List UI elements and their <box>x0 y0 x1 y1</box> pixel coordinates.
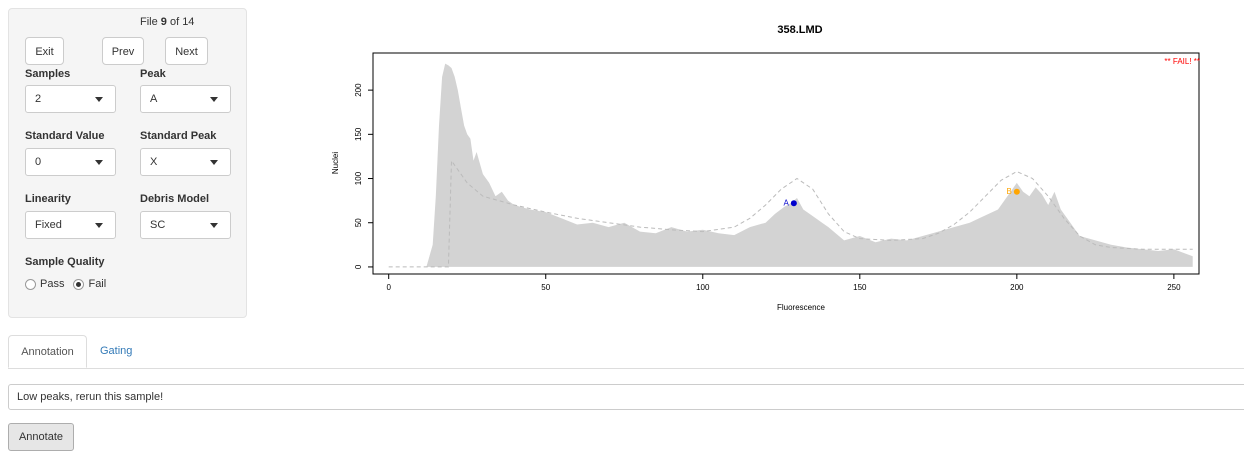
y-tick-label: 200 <box>354 83 363 97</box>
sample-quality-options: Pass Fail <box>25 278 106 290</box>
file-counter-prefix: File <box>140 16 161 28</box>
x-tick-label: 50 <box>541 283 550 292</box>
model-curve <box>388 159 1193 268</box>
plot-frame <box>372 52 1200 275</box>
standard-value-value: 0 <box>35 156 42 168</box>
samples-select[interactable]: 2 <box>25 85 116 113</box>
linearity-select[interactable]: Fixed <box>25 211 116 239</box>
file-counter-suffix: of 14 <box>166 16 195 28</box>
chevron-down-icon <box>210 160 218 165</box>
linearity-value: Fixed <box>35 219 62 231</box>
chevron-down-icon <box>210 223 218 228</box>
peak-marker-a <box>790 200 797 207</box>
standard-value-select[interactable]: 0 <box>25 148 116 176</box>
chevron-down-icon <box>95 97 103 102</box>
debris-model-value: SC <box>150 219 166 231</box>
annotation-input[interactable] <box>8 384 1244 410</box>
exit-button[interactable]: Exit <box>25 37 64 65</box>
x-tick-label: 250 <box>1167 283 1181 292</box>
chart-title: 358.LMD <box>777 24 822 36</box>
prev-button[interactable]: Prev <box>102 37 144 65</box>
file-counter: File 9 of 14 <box>140 16 194 28</box>
x-tick-label: 100 <box>696 283 710 292</box>
debris-model-label: Debris Model <box>140 193 210 205</box>
y-tick-label: 50 <box>354 218 363 227</box>
peak-label-a: A <box>784 198 790 207</box>
annotate-button[interactable]: Annotate <box>8 423 74 451</box>
tab-gating[interactable]: Gating <box>100 345 133 357</box>
file-counter-current: 9 <box>160 16 167 28</box>
standard-peak-value: X <box>150 156 158 168</box>
peak-value: A <box>150 93 158 105</box>
standard-peak-label: Standard Peak <box>140 130 217 142</box>
tab-bar: Annotation Gating <box>8 335 1244 369</box>
peak-select[interactable]: A <box>140 85 231 113</box>
pass-radio-label: Pass <box>40 278 65 290</box>
y-axis-label: Nuclei <box>331 152 340 174</box>
samples-label: Samples <box>25 68 71 80</box>
linearity-label: Linearity <box>25 193 71 205</box>
y-tick-label: 100 <box>354 171 363 185</box>
peak-label-b: B <box>1006 187 1011 196</box>
samples-value: 2 <box>35 93 42 105</box>
chevron-down-icon <box>95 160 103 165</box>
fail-radio-label: Fail <box>88 278 107 290</box>
next-button[interactable]: Next <box>165 37 208 65</box>
y-tick-label: 0 <box>354 264 363 269</box>
tab-annotation[interactable]: Annotation <box>8 335 87 368</box>
peak-marker-b <box>1013 188 1020 195</box>
status-text: ** FAIL! ** <box>1164 57 1200 66</box>
x-tick-label: 150 <box>853 283 867 292</box>
histogram-area <box>388 63 1193 267</box>
histogram-chart: 358.LMD 0 50 100 150 200 250 0 50 100 150 200 ** F… <box>331 24 1200 312</box>
chevron-down-icon <box>95 223 103 228</box>
y-tick-label: 150 <box>354 127 363 141</box>
sample-quality-label: Sample Quality <box>25 256 105 268</box>
standard-peak-select[interactable]: X <box>140 148 231 176</box>
x-axis-label: Fluorescence <box>777 303 826 312</box>
peak-label: Peak <box>140 68 166 80</box>
x-tick-label: 0 <box>386 283 391 292</box>
chevron-down-icon <box>210 97 218 102</box>
x-tick-label: 200 <box>1010 283 1024 292</box>
pass-radio[interactable] <box>25 278 36 290</box>
debris-model-select[interactable]: SC <box>140 211 231 239</box>
standard-value-label: Standard Value <box>25 130 105 142</box>
fail-radio[interactable] <box>73 278 85 290</box>
